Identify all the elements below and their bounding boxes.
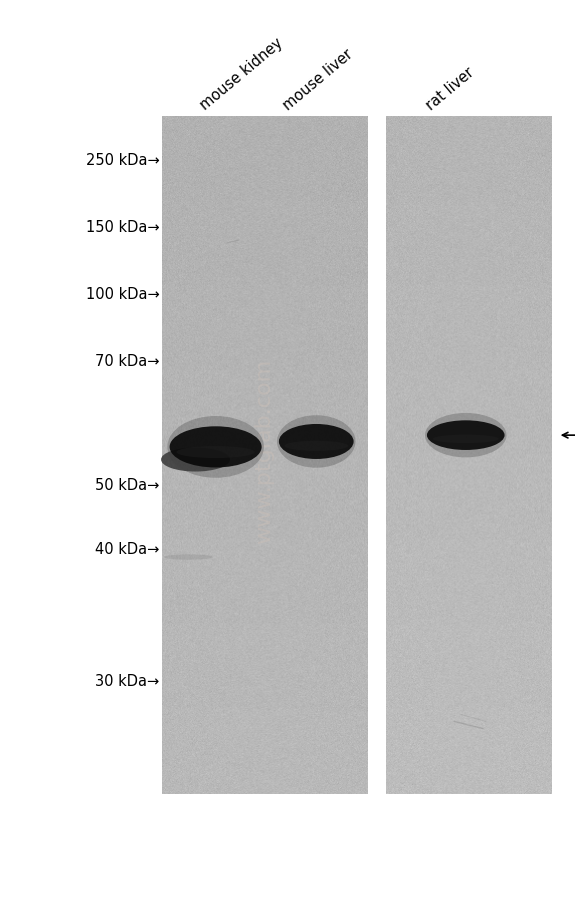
Text: 70 kDa→: 70 kDa→: [95, 354, 159, 368]
Text: 150 kDa→: 150 kDa→: [86, 220, 159, 235]
Ellipse shape: [164, 555, 213, 560]
Ellipse shape: [277, 416, 355, 468]
Text: 40 kDa→: 40 kDa→: [95, 541, 159, 556]
Text: 100 kDa→: 100 kDa→: [86, 287, 159, 301]
Text: 30 kDa→: 30 kDa→: [95, 674, 159, 688]
Text: 250 kDa→: 250 kDa→: [86, 153, 159, 168]
Text: rat liver: rat liver: [423, 64, 477, 113]
Ellipse shape: [177, 446, 255, 458]
Text: mouse kidney: mouse kidney: [198, 35, 286, 113]
Text: 50 kDa→: 50 kDa→: [95, 478, 159, 492]
Ellipse shape: [161, 448, 230, 472]
Ellipse shape: [279, 425, 354, 459]
Ellipse shape: [170, 427, 262, 468]
Ellipse shape: [167, 417, 264, 478]
Ellipse shape: [427, 421, 505, 450]
Text: www.ptglab.com: www.ptglab.com: [255, 358, 274, 544]
Ellipse shape: [425, 413, 507, 458]
Ellipse shape: [433, 435, 499, 444]
Text: mouse liver: mouse liver: [280, 46, 355, 113]
Ellipse shape: [285, 441, 348, 451]
